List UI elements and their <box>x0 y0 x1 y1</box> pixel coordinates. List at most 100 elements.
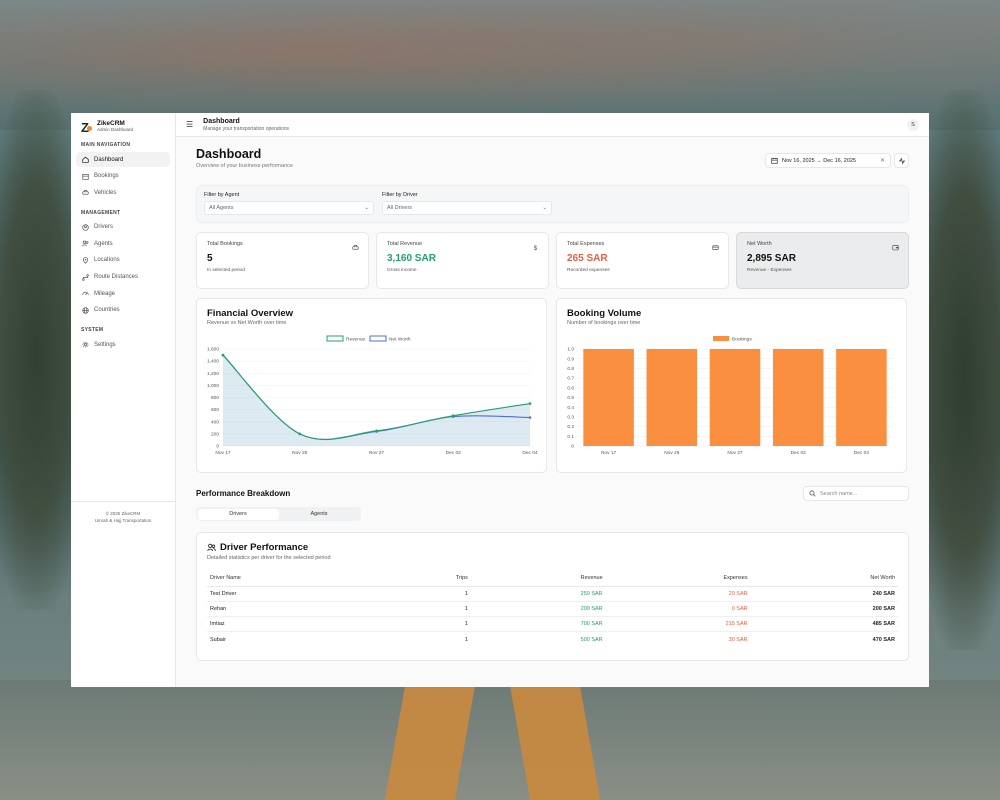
tab-agents[interactable]: Agents <box>310 511 328 517</box>
sidebar-item-drivers[interactable]: Drivers <box>76 220 170 235</box>
svg-text:$: $ <box>534 245 538 251</box>
x-tick-label: Dec 04 <box>854 450 870 456</box>
table-cell: 0 SAR <box>605 601 751 618</box>
sidebar-item-countries[interactable]: Countries <box>76 303 170 318</box>
column-header[interactable]: Driver Name <box>207 570 385 587</box>
sidebar-item-dashboard[interactable]: Dashboard <box>76 152 170 167</box>
data-point <box>221 353 225 357</box>
table-cell: 30 SAR <box>728 636 748 643</box>
search-placeholder: Search name... <box>820 490 858 497</box>
bar <box>709 349 761 446</box>
booking-volume-card: Booking Volume Number of bookings over t… <box>556 298 907 473</box>
revenue-area <box>223 355 530 446</box>
driver-performance-subtitle: Detailed statistics per driver for the s… <box>207 555 331 561</box>
clear-date-icon[interactable]: ✕ <box>879 158 885 164</box>
table-cell: 215 SAR <box>605 616 751 633</box>
search-input[interactable]: Search name... <box>803 486 909 501</box>
menu-icon[interactable]: ☰ <box>186 120 194 129</box>
y-tick-label: 200 <box>211 431 219 437</box>
gear-icon <box>81 341 89 349</box>
page-subtitle: Overview of your business performance <box>196 163 293 169</box>
route-icon <box>81 273 89 281</box>
avatar[interactable]: S <box>907 119 919 131</box>
table-row: Subair 1 500 SAR 30 SAR 470 SAR <box>207 632 898 647</box>
bar <box>772 349 824 446</box>
series-line-revenue <box>222 354 531 440</box>
driver-select[interactable]: All Drivers ⌄ <box>382 201 552 215</box>
calendar-icon <box>81 172 89 180</box>
x-tick-label: Nov 17 <box>601 450 617 456</box>
user-circle-icon <box>81 223 89 231</box>
y-tick-label: 0.6 <box>567 385 574 391</box>
driver-performance-card: Driver Performance Detailed statistics p… <box>196 532 909 661</box>
tab-drivers[interactable]: Drivers <box>197 508 279 520</box>
y-tick-label: 0.8 <box>567 366 574 372</box>
activity-icon <box>898 156 905 165</box>
nav-section-title: MANAGEMENT <box>81 209 121 216</box>
sidebar-item-settings[interactable]: Settings <box>76 337 170 352</box>
sidebar-item-locations[interactable]: Locations <box>76 253 170 268</box>
y-tick-label: 600 <box>211 407 219 413</box>
sidebar-item-vehicles[interactable]: Vehicles <box>76 185 170 200</box>
legend-label: Net Worth <box>389 337 411 343</box>
column-header[interactable]: Net Worth <box>750 570 898 587</box>
agent-select[interactable]: All Agents ⌄ <box>204 201 374 215</box>
column-header[interactable]: Revenue <box>470 570 606 587</box>
table-cell: 250 SAR <box>470 586 606 602</box>
agent-filter: Filter by Agent All Agents ⌄ <box>204 192 374 216</box>
brand[interactable]: Z ZikeCRM Admin Dashboard <box>71 113 175 139</box>
stat-sub: Recorded expenses <box>567 268 610 273</box>
stat-sub: In selected period <box>207 268 245 273</box>
y-tick-label: 1,400 <box>207 359 219 365</box>
stat-total-revenue: Total Revenue 3,160 SAR Gross income $ <box>376 232 549 289</box>
x-tick-label: Nov 27 <box>369 450 385 456</box>
sidebar-item-mileage[interactable]: Mileage <box>76 286 170 301</box>
main-area: ☰ Dashboard Manage your transportation o… <box>176 113 929 687</box>
page-title: Dashboard <box>196 147 262 161</box>
app-window: Z ZikeCRM Admin Dashboard MAIN NAVIGATIO… <box>71 113 929 687</box>
sidebar-item-agents[interactable]: Agents <box>76 236 170 251</box>
stat-label: Total Revenue <box>387 241 423 247</box>
financial-title: Financial Overview <box>207 308 294 319</box>
footer-company: Umrah & Hajj Transportation <box>94 518 152 523</box>
footer-copyright: © 2025 ZikeCRM <box>105 511 141 516</box>
table-cell: 700 SAR <box>470 616 606 633</box>
sidebar-item-bookings[interactable]: Bookings <box>76 169 170 184</box>
stat-value: 265 SAR <box>567 253 608 264</box>
topbar: ☰ Dashboard Manage your transportation o… <box>176 113 929 137</box>
topbar-title: Dashboard <box>203 117 240 125</box>
activity-button[interactable] <box>894 153 909 168</box>
map-pin-icon <box>81 256 89 264</box>
table-row: Imtiaz 1 700 SAR 215 SAR 485 SAR <box>207 616 898 633</box>
table-cell: 500 SAR <box>580 636 603 643</box>
stat-sub: Revenue - Expenses <box>747 268 792 273</box>
data-point <box>451 414 455 417</box>
date-range-text: Nov 16, 2025 → Dec 16, 2025 <box>782 157 856 164</box>
x-tick-label: Dec 02 <box>446 450 462 456</box>
column-header[interactable]: Expenses <box>605 570 751 587</box>
sidebar-item-label: Settings <box>94 341 116 348</box>
sidebar-item-route-distances[interactable]: Route Distances <box>76 270 170 285</box>
table-row: Test Driver 1 250 SAR 20 SAR 240 SAR <box>207 586 898 602</box>
table-cell: 1 <box>464 636 468 643</box>
data-point <box>528 416 532 419</box>
column-header[interactable]: Trips <box>384 570 471 587</box>
financial-line-chart: 0 200 400 600 800 1,000 1,200 1,400 1,600 Nov 17 N… <box>207 335 538 456</box>
x-tick-label: Nov 27 <box>727 450 743 456</box>
y-tick-label: 0.4 <box>567 405 574 411</box>
topbar-subtitle: Manage your transportation operations <box>203 125 290 132</box>
sidebar-footer: © 2025 ZikeCRM Umrah & Hajj Transportati… <box>71 501 175 687</box>
date-range-picker[interactable]: Nov 16, 2025 → Dec 16, 2025 ✕ <box>765 153 891 168</box>
agent-filter-label: Filter by Agent <box>204 192 240 198</box>
chevron-down-icon: ⌄ <box>364 205 369 211</box>
stat-sub: Gross income <box>387 268 417 273</box>
table-cell: Test Driver <box>207 586 385 602</box>
x-tick-label: Dec 04 <box>522 450 538 456</box>
chevron-down-icon: ⌄ <box>542 205 547 211</box>
table-cell: 1 <box>384 616 471 633</box>
logo-icon: Z <box>81 119 93 135</box>
nav-section-title: MAIN NAVIGATION <box>81 142 131 148</box>
table-cell: Imtiaz <box>207 616 385 633</box>
y-tick-label: 1,600 <box>207 347 219 353</box>
sidebar-item-label: Locations <box>94 257 120 264</box>
